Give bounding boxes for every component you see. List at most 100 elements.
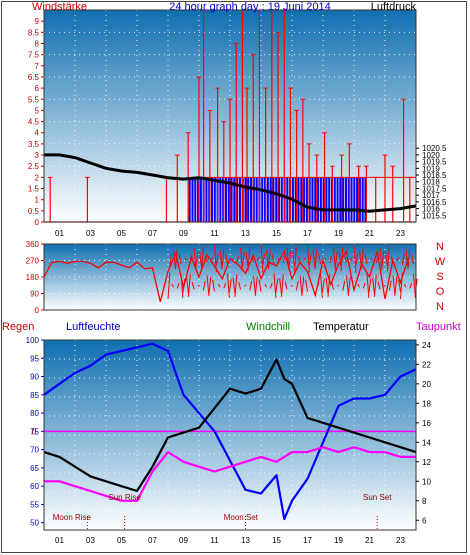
wind-direction-segment (297, 256, 301, 262)
wind-direction-segment (167, 272, 171, 300)
series-line-temperatur (43, 358, 417, 493)
wind-direction-segment (225, 254, 229, 265)
wind-direction-segment (182, 278, 186, 293)
wind-direction-segment (383, 284, 386, 287)
wind-direction-segment (186, 277, 189, 294)
hour-tick-label: 15 (272, 536, 281, 545)
sun-set-label: Sun Set (363, 493, 392, 502)
wind-direction-segment (357, 283, 361, 288)
hour-tick-label: 19 (334, 229, 343, 238)
pressure-line (44, 153, 417, 213)
pressure-tick-label: 1016 (422, 205, 440, 214)
wind-direction-segment (308, 253, 312, 266)
wind-direction-segment (320, 273, 323, 298)
wind-direction-segment (364, 254, 368, 265)
wind-direction-segment (346, 275, 349, 296)
humidity-label: Luftfeuchte (66, 321, 120, 333)
wind-direction-segment (303, 257, 307, 261)
wind-direction-segment (273, 273, 277, 298)
wind-direction-segment (290, 284, 293, 287)
wind-direction-segment (260, 245, 264, 273)
wind-tick-label: 6 (35, 84, 40, 93)
wind-direction-segment (280, 274, 284, 297)
direction-tick-label: 360 (26, 240, 40, 249)
wind-direction-segment (381, 251, 385, 268)
wind-axis-title: Windstärke (32, 1, 87, 13)
hour-tick-label: 11 (210, 536, 219, 545)
wind-direction-segment (293, 246, 297, 272)
wind-direction-segment (284, 281, 288, 290)
wind-direction-segment (215, 253, 219, 266)
temperature-tick-label: 6 (422, 516, 427, 525)
series-line-luftfeuchte (43, 342, 417, 521)
humidity-tick-label: 80 (30, 409, 39, 418)
wind-direction-segment (327, 274, 331, 297)
wind-direction-segment (312, 250, 316, 269)
hour-tick-label: 09 (179, 229, 188, 238)
dewpoint-label: Taupunkt (416, 321, 461, 333)
wind-direction-segment (217, 283, 221, 288)
humidity-plot-border (43, 339, 417, 531)
wind-direction-segment (269, 282, 273, 289)
wind-direction-segment (351, 279, 355, 292)
wind-direction-segment (247, 246, 251, 272)
wind-direction-segment (385, 252, 388, 267)
pressure-tick-label: 1019 (422, 164, 440, 173)
wind-direction-segment (314, 248, 318, 270)
wind-direction-segment (338, 252, 342, 267)
wind-direction-segment (279, 277, 282, 294)
wind-direction-segment (200, 246, 204, 272)
wind-direction-segment (316, 282, 320, 289)
wind-direction-segment (396, 257, 400, 261)
compass-letter: N (436, 301, 444, 313)
direction-tick-label: 0 (35, 306, 40, 315)
hour-tick-label: 21 (365, 536, 374, 545)
hour-tick-label: 03 (86, 229, 95, 238)
wind-direction-segment (249, 280, 253, 291)
wind-direction-segment (204, 256, 208, 262)
temperature-tick-label: 10 (422, 477, 431, 486)
series-line-taupunkt (44, 446, 416, 502)
humidity-tick-label: 85 (30, 391, 39, 400)
temperature-tick-label: 8 (422, 497, 427, 506)
windchill-label: Windchill (246, 321, 290, 333)
hour-tick-label: 11 (210, 229, 219, 238)
wind-direction-segment (180, 273, 184, 298)
wind-direction-segment (245, 252, 249, 267)
wind-direction-segment (403, 283, 407, 288)
wind-direction-segment (228, 278, 232, 293)
wind-tick-label: 8.5 (28, 28, 40, 37)
wind-direction-segment (366, 273, 370, 298)
wind-direction-segment (398, 279, 401, 292)
wind-direction-segment (210, 257, 214, 261)
temperature-tick-label: 20 (422, 380, 431, 389)
hour-tick-label: 07 (148, 536, 157, 545)
hour-tick-label: 23 (396, 536, 405, 545)
regen-label: Regen (2, 321, 34, 333)
temperature-tick-label: 16 (422, 419, 431, 428)
wind-tick-label: 4 (35, 129, 40, 138)
wind-tick-label: 9 (35, 17, 40, 26)
moon-rise-label: Moon Rise (53, 513, 92, 522)
wind-direction-segment (368, 278, 372, 293)
wind-direction-segment (208, 276, 212, 295)
hour-tick-label: 23 (396, 229, 405, 238)
wind-direction-segment (344, 256, 348, 262)
compass-letter: O (436, 286, 445, 298)
wind-direction-segment (212, 279, 215, 292)
rain-zero-label: 0 (31, 426, 36, 436)
wind-direction-segment (401, 253, 405, 266)
wind-direction-segment (241, 251, 245, 268)
wind-direction-segment (189, 255, 193, 263)
hour-tick-label: 15 (272, 229, 281, 238)
wind-direction-segment (275, 278, 279, 293)
wind-direction-segment (370, 258, 373, 261)
wind-direction-segment (202, 280, 206, 291)
wind-direction-segment (307, 245, 310, 273)
wind-direction-segment (360, 248, 364, 270)
wind-direction-segment (223, 282, 227, 289)
wind-direction-segment (173, 250, 176, 269)
wind-direction-segment (331, 281, 335, 290)
